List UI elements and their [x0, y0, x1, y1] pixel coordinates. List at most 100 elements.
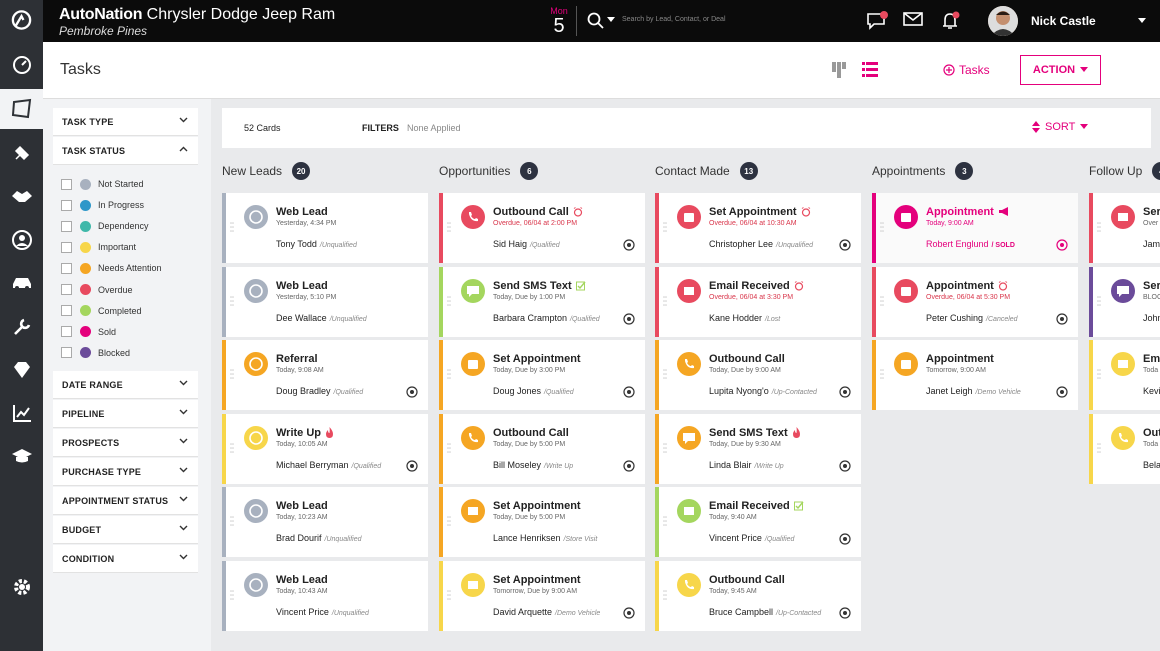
drag-handle-icon[interactable]: [447, 369, 451, 379]
status-filter-item[interactable]: Important: [61, 239, 136, 255]
checkbox[interactable]: [61, 347, 72, 359]
drag-handle-icon[interactable]: [663, 295, 667, 306]
checkbox[interactable]: [61, 220, 72, 232]
contact-name[interactable]: Brad Dourif: [276, 533, 322, 544]
drag-handle-icon[interactable]: [447, 516, 451, 527]
checkbox[interactable]: [61, 178, 72, 190]
filter-section[interactable]: PROSPECTS: [53, 429, 198, 457]
filter-section[interactable]: CONDITION: [53, 545, 198, 573]
filter-section[interactable]: PIPELINE: [53, 400, 198, 428]
status-filter-item[interactable]: Not Started: [61, 176, 144, 192]
checkbox[interactable]: [61, 305, 72, 317]
search-placeholder[interactable]: Search by Lead, Contact, or Deal: [622, 16, 726, 23]
filter-task-type[interactable]: TASK TYPE: [53, 108, 198, 136]
graduation-cap-icon[interactable]: [10, 444, 33, 467]
contact-name[interactable]: Vincent Price: [709, 533, 762, 544]
handshake-icon[interactable]: [10, 184, 33, 207]
contact-name[interactable]: Bill Moseley: [493, 459, 542, 470]
contact-name[interactable]: Kane Hodder: [709, 312, 763, 323]
list-view-icon[interactable]: [862, 62, 878, 78]
task-card[interactable]: Em Toda Kevi: [1089, 340, 1160, 411]
contact-name[interactable]: Kevi: [1143, 386, 1160, 397]
drag-handle-icon[interactable]: [663, 442, 667, 453]
search-scope-chevron-icon[interactable]: [607, 17, 615, 23]
task-card[interactable]: Email Received Today, 9:40 AM Vincent Pric…: [655, 487, 861, 558]
checkbox[interactable]: [61, 199, 72, 211]
diamond-icon[interactable]: [10, 358, 33, 381]
task-card[interactable]: Write Up Today, 10:05 AM Michael Berryman /…: [222, 413, 428, 484]
contact-name[interactable]: Bela: [1143, 459, 1160, 470]
settings-gear-icon[interactable]: [10, 575, 33, 598]
dashboard-icon[interactable]: [10, 53, 33, 76]
drag-handle-icon[interactable]: [447, 222, 451, 232]
status-filter-item[interactable]: Dependency: [61, 218, 149, 234]
task-card[interactable]: Outbound Call Today, Due by 9:00 AM Lupita…: [655, 340, 861, 411]
contact-name[interactable]: Vincent Price: [276, 607, 329, 617]
filter-section[interactable]: BUDGET: [53, 516, 198, 544]
filters-label[interactable]: FILTERS: [362, 123, 399, 133]
contact-name[interactable]: Lupita Nyong'o: [709, 386, 769, 397]
contact-name[interactable]: Dee Wallace: [276, 312, 327, 323]
task-card[interactable]: Send SMS Text Today, Due by 1:00 PM Barbar…: [439, 266, 645, 337]
task-card[interactable]: Outbound Call Today, Due by 5:00 PM Bill M…: [439, 413, 645, 484]
drag-handle-icon[interactable]: [230, 590, 234, 600]
contact-name[interactable]: Peter Cushing: [926, 312, 984, 323]
checkbox[interactable]: [61, 241, 72, 253]
drag-handle-icon[interactable]: [1097, 369, 1101, 379]
drag-handle-icon[interactable]: [1097, 442, 1101, 453]
analytics-icon[interactable]: [10, 401, 33, 424]
drag-handle-icon[interactable]: [663, 369, 667, 379]
drag-handle-icon[interactable]: [663, 590, 667, 600]
contact-name[interactable]: Barbara Crampton: [493, 312, 568, 323]
action-button[interactable]: ACTION: [1020, 55, 1101, 85]
drag-handle-icon[interactable]: [1097, 295, 1101, 306]
drag-handle-icon[interactable]: [230, 295, 234, 306]
vehicle-icon[interactable]: [10, 271, 33, 294]
task-card[interactable]: Referral Today, 9:08 AM Doug Bradley/Quali…: [222, 340, 428, 411]
task-card[interactable]: Appointment Tomorrow, 9:00 AM Janet Leigh /…: [872, 340, 1078, 411]
contact-name[interactable]: Doug Jones: [493, 386, 542, 397]
task-card[interactable]: Set Appointment Today, Due by 3:00 PM Doug…: [439, 340, 645, 411]
global-search[interactable]: Search by Lead, Contact, or Deal: [587, 11, 807, 31]
drag-handle-icon[interactable]: [663, 516, 667, 527]
task-card[interactable]: Outbound Call Overdue, 06/04 at 2:00 PM Si…: [439, 193, 645, 263]
user-name[interactable]: Nick Castle: [1031, 14, 1096, 28]
task-card[interactable]: Ser Over Jam: [1089, 193, 1160, 263]
contact-name[interactable]: Tony Todd: [276, 239, 317, 249]
messages-icon[interactable]: [866, 11, 888, 31]
task-card[interactable]: Set Appointment Overdue, 06/04 at 10:30 A…: [655, 193, 861, 263]
task-card[interactable]: Web Lead Today, 10:43 AM Vincent Price/Unq…: [222, 561, 428, 631]
drag-handle-icon[interactable]: [1097, 222, 1101, 232]
contact-name[interactable]: John: [1143, 312, 1160, 323]
contact-name[interactable]: Jam: [1143, 239, 1160, 249]
status-filter-item[interactable]: Needs Attention: [61, 260, 162, 276]
drag-handle-icon[interactable]: [230, 369, 234, 379]
drag-handle-icon[interactable]: [230, 442, 234, 453]
avatar[interactable]: [988, 6, 1018, 36]
contact-name[interactable]: Sid Haig: [493, 239, 528, 249]
contact-name[interactable]: Michael Berryman: [276, 459, 349, 470]
filter-section[interactable]: APPOINTMENT STATUS: [53, 487, 198, 515]
contact-name[interactable]: David Arquette: [493, 607, 553, 617]
task-card[interactable]: Send SMS Text Today, Due by 9:30 AM Linda …: [655, 413, 861, 484]
wrench-icon[interactable]: [10, 315, 33, 338]
status-filter-item[interactable]: Sold: [61, 324, 116, 340]
checkbox[interactable]: [61, 326, 72, 338]
status-filter-item[interactable]: Blocked: [61, 345, 130, 361]
notifications-bell-icon[interactable]: [940, 11, 962, 31]
drag-handle-icon[interactable]: [880, 369, 884, 379]
contact-name[interactable]: Robert Englund: [926, 239, 989, 249]
drag-handle-icon[interactable]: [230, 222, 234, 232]
task-card[interactable]: Web Lead Yesterday, 5:10 PM Dee Wallace/Un…: [222, 266, 428, 337]
add-task-button[interactable]: Tasks: [943, 63, 990, 77]
task-card[interactable]: Email Received Overdue, 06/04 at 3:30 PM K…: [655, 266, 861, 337]
task-card[interactable]: Set Appointment Tomorrow, Due by 9:00 AM D…: [439, 561, 645, 631]
contact-name[interactable]: Christopher Lee: [709, 239, 774, 249]
app-logo-icon[interactable]: [10, 8, 33, 31]
task-card[interactable]: Set Appointment Today, Due by 5:00 PM Lanc…: [439, 487, 645, 558]
drag-handle-icon[interactable]: [880, 222, 884, 232]
filter-task-status[interactable]: TASK STATUS: [53, 137, 198, 165]
checkbox[interactable]: [61, 262, 72, 274]
contact-name[interactable]: Lance Henriksen: [493, 533, 561, 544]
filter-section[interactable]: DATE RANGE: [53, 371, 198, 399]
